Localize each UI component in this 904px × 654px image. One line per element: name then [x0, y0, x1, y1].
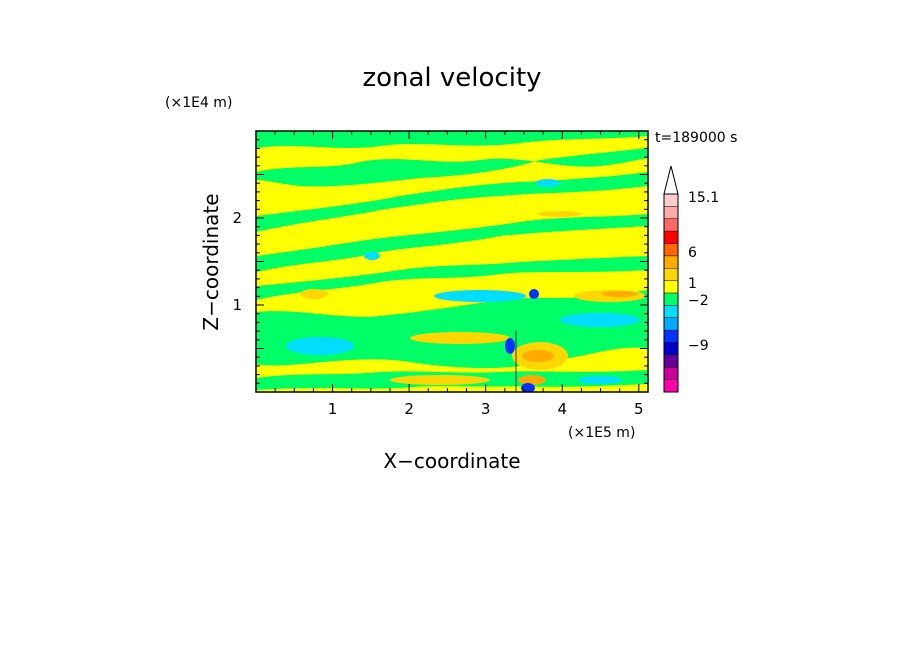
contour-region — [521, 383, 535, 392]
contour-region — [256, 214, 648, 272]
colorbar-swatch — [664, 243, 678, 256]
x-axis-ticks: 1 2 3 4 5 — [255, 131, 644, 418]
contour-region — [434, 290, 526, 302]
contour-region — [518, 375, 546, 385]
colorbar-swatch — [664, 206, 678, 219]
colorbar-swatch — [664, 231, 678, 244]
contour-region — [529, 289, 539, 299]
contour-region — [410, 332, 510, 344]
colorbar-swatch — [664, 317, 678, 331]
contour-region — [602, 291, 638, 297]
x-tick-label: 5 — [634, 400, 644, 418]
colorbar-swatch — [664, 194, 678, 207]
contour-region — [256, 172, 648, 232]
colorbar-swatch — [664, 367, 678, 380]
colorbar-label: 15.1 — [688, 190, 719, 206]
colorbar: 15.1 6 1−2 −9 — [663, 165, 719, 393]
contour-region — [364, 252, 380, 260]
contour-region — [578, 376, 622, 384]
colorbar-swatch — [664, 379, 678, 392]
colorbar-label: 1 — [688, 276, 697, 292]
contour-region — [522, 350, 554, 362]
contour-region — [256, 148, 648, 187]
contour-region — [256, 131, 648, 148]
y-unit-label: (×1E4 m) — [165, 95, 232, 111]
colorbar-swatch — [664, 293, 678, 306]
contour-field — [256, 131, 648, 392]
colorbar-extend-arrow — [663, 165, 679, 195]
contour-region — [538, 211, 582, 217]
y-tick-label: 2 — [232, 209, 242, 227]
x-axis-label: X−coordinate — [383, 449, 520, 473]
y-axis-label: Z−coordinate — [199, 193, 223, 330]
colorbar-swatch — [664, 280, 678, 293]
x-unit-label: (×1E5 m) — [568, 425, 635, 441]
time-label: t=189000 s — [655, 130, 737, 146]
chart-title: zonal velocity — [362, 63, 541, 93]
x-tick-label: 2 — [404, 400, 414, 418]
colorbar-swatch — [664, 268, 678, 281]
contour-region — [256, 256, 648, 300]
colorbar-label: 6 — [688, 245, 697, 261]
contour-region — [286, 337, 354, 355]
x-tick-label: 3 — [481, 400, 491, 418]
colorbar-swatch — [664, 255, 678, 269]
colorbar-swatch — [664, 305, 678, 318]
contour-region — [505, 338, 515, 354]
colorbar-swatch — [664, 218, 678, 232]
colorbar-swatch — [664, 354, 678, 368]
contour-region — [300, 289, 328, 299]
contour-region — [390, 375, 490, 385]
x-tick-label: 4 — [557, 400, 567, 418]
colorbar-swatch — [664, 342, 678, 355]
y-axis-ticks: 12 — [232, 130, 648, 393]
x-tick-label: 1 — [328, 400, 338, 418]
contour-region — [536, 179, 560, 187]
colorbar-label: −9 — [688, 338, 709, 354]
colorbar-label: −2 — [688, 293, 709, 309]
colorbar-swatch — [664, 330, 678, 343]
contour-region — [560, 313, 640, 327]
y-tick-label: 1 — [232, 296, 242, 314]
